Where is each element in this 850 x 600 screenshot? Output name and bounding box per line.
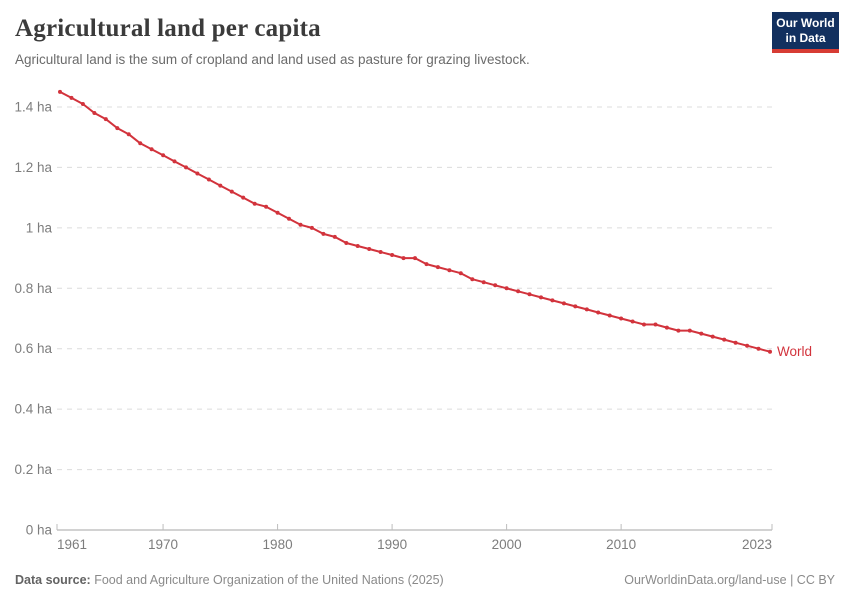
y-tick-label: 0 ha [26,523,53,538]
data-point[interactable] [550,298,555,303]
data-point[interactable] [206,177,211,182]
data-point[interactable] [241,195,246,200]
data-point[interactable] [676,328,681,333]
data-point[interactable] [275,210,280,215]
data-point[interactable] [516,289,521,294]
x-tick-label: 1990 [377,537,407,552]
data-point[interactable] [619,316,624,321]
data-point[interactable] [768,349,772,354]
data-point[interactable] [481,280,486,285]
series-line-world[interactable] [59,90,771,353]
series-label-world[interactable]: World [777,344,812,359]
data-point[interactable] [344,241,349,245]
data-point[interactable] [722,337,727,342]
data-point[interactable] [607,313,612,318]
data-point[interactable] [138,141,143,146]
data-point[interactable] [264,204,269,209]
data-point[interactable] [435,265,440,270]
data-source-label: Data source: [15,573,91,587]
data-point[interactable] [80,102,85,106]
data-point[interactable] [401,256,406,261]
data-point[interactable] [710,334,715,339]
owid-url-link[interactable]: OurWorldinData.org/land-use [624,573,787,587]
data-point[interactable] [573,304,578,309]
y-tick-label: 1 ha [26,220,53,235]
data-point[interactable] [309,225,314,230]
data-point[interactable] [424,262,429,267]
data-point[interactable] [413,256,417,261]
x-tick-label: 2000 [492,537,522,552]
data-point[interactable] [493,283,498,288]
data-point[interactable] [630,319,635,324]
data-point[interactable] [115,126,120,131]
data-point[interactable] [58,89,62,94]
data-point[interactable] [161,153,166,158]
data-point[interactable] [664,325,669,330]
data-point[interactable] [149,147,154,152]
data-point[interactable] [69,95,74,100]
owid-logo[interactable]: Our World in Data [772,12,839,53]
data-point[interactable] [332,234,337,239]
x-tick-label: 1980 [263,537,293,552]
data-point[interactable] [642,322,646,327]
data-point[interactable] [367,247,372,251]
data-point[interactable] [172,159,177,164]
footer-divider: | [786,573,797,587]
y-tick-label: 0.6 ha [14,341,52,356]
data-point[interactable] [458,271,463,276]
data-point[interactable] [504,286,509,291]
data-point[interactable] [218,183,223,188]
data-point[interactable] [745,343,750,348]
data-point[interactable] [298,222,303,227]
cc-by-link[interactable]: CC BY [796,573,835,587]
data-point[interactable] [756,346,761,351]
data-point[interactable] [527,292,532,297]
chart-header: Agricultural land per capita Agricultura… [15,14,755,68]
data-source-value: Food and Agriculture Organization of the… [90,573,444,587]
chart-subtitle: Agricultural land is the sum of cropland… [15,52,530,67]
y-tick-label: 0.4 ha [14,402,52,417]
data-point[interactable] [184,165,188,170]
data-point[interactable] [355,244,360,248]
data-point[interactable] [733,340,738,345]
owid-logo-line2: in Data [785,31,826,45]
data-point[interactable] [195,171,200,176]
data-point[interactable] [653,322,658,327]
data-point[interactable] [470,277,475,282]
x-tick-label: 1961 [57,537,87,552]
data-point[interactable] [699,331,704,336]
data-point[interactable] [103,117,108,122]
data-point[interactable] [596,310,601,315]
data-point[interactable] [390,253,395,257]
chart-footer: Data source: Food and Agriculture Organi… [15,573,835,587]
data-point[interactable] [561,301,566,306]
y-tick-label: 1.2 ha [14,160,52,175]
footer-links: OurWorldinData.org/land-use | CC BY [624,573,835,587]
data-point[interactable] [378,250,383,254]
data-point[interactable] [229,189,234,194]
data-point[interactable] [687,328,692,333]
data-point[interactable] [321,231,326,236]
y-tick-label: 1.4 ha [14,100,52,115]
data-point[interactable] [92,111,97,115]
data-point[interactable] [539,295,543,300]
owid-logo-line1: Our World [776,16,835,30]
x-tick-label: 2010 [606,537,636,552]
data-point[interactable] [126,132,131,137]
x-tick-label: 1970 [148,537,178,552]
y-tick-label: 0.8 ha [14,281,52,296]
data-point[interactable] [584,307,589,312]
data-source: Data source: Food and Agriculture Organi… [15,573,444,587]
data-point[interactable] [252,201,257,206]
x-tick-label: 2023 [742,537,772,552]
data-point[interactable] [287,216,291,221]
y-tick-label: 0.2 ha [14,462,52,477]
chart-title: Agricultural land per capita [15,15,321,42]
data-point[interactable] [447,268,452,273]
